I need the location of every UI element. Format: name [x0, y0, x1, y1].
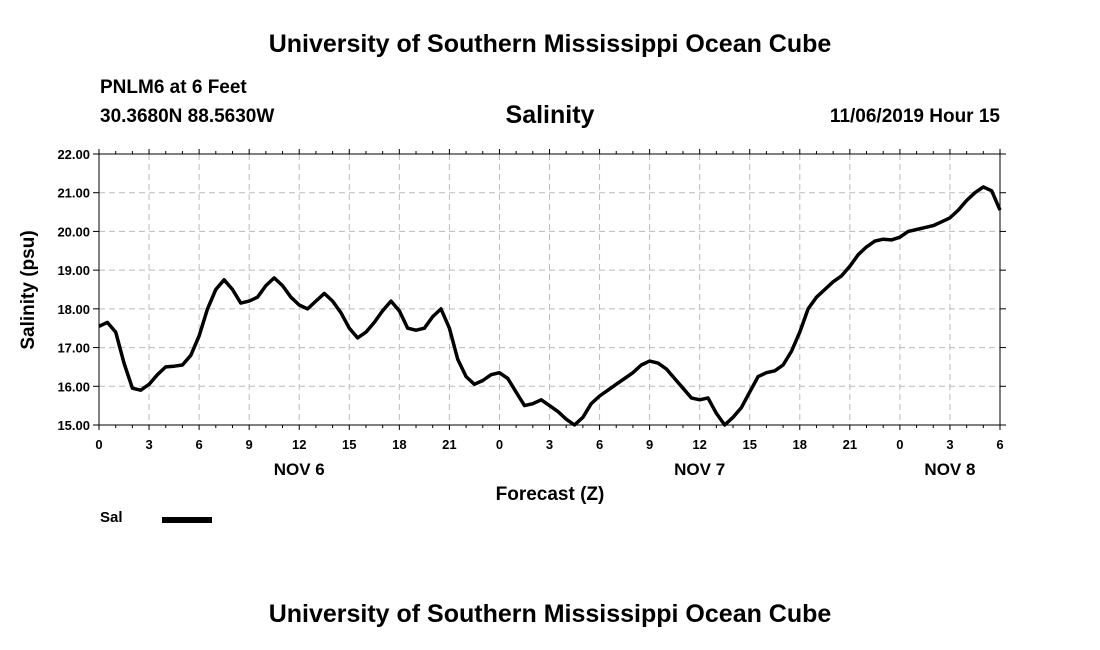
- x-tick-label: 3: [145, 437, 152, 452]
- y-tick-label: 15.00: [57, 418, 90, 433]
- grid: [99, 154, 1000, 425]
- x-tick-label: 6: [596, 437, 603, 452]
- day-label: NOV 6: [274, 460, 325, 479]
- ticks: 15.00 16.00 17.00 18.00 19.00 20.00 21.00 22.00…: [57, 147, 1006, 479]
- bottom-title: University of Southern Mississippi Ocean…: [268, 600, 832, 628]
- x-tick-label: 18: [392, 437, 406, 452]
- series-line-sal: [98, 185, 1002, 427]
- legend-label: Sal: [100, 509, 123, 526]
- y-tick-label: 17.00: [57, 341, 90, 356]
- station-label: PNLM6 at 6 Feet: [100, 77, 247, 98]
- y-axis-title: Salinity (psu): [18, 230, 39, 349]
- y-tick-label: 16.00: [57, 379, 90, 394]
- x-tick-label: 15: [742, 437, 756, 452]
- y-tick-label: 22.00: [57, 147, 90, 162]
- x-tick-label: 12: [692, 437, 706, 452]
- x-tick-label: 3: [946, 437, 953, 452]
- x-tick-label: 15: [342, 437, 356, 452]
- series: [98, 185, 1002, 427]
- y-tick-label: 21.00: [57, 186, 90, 201]
- x-tick-label: 18: [793, 437, 807, 452]
- top-title: University of Southern Mississippi Ocean…: [268, 30, 832, 58]
- day-label: NOV 8: [924, 460, 975, 479]
- coordinates-label: 30.3680N 88.5630W: [100, 106, 275, 127]
- x-tick-label: 9: [646, 437, 653, 452]
- x-tick-label: 12: [292, 437, 306, 452]
- x-axis-title: Forecast (Z): [496, 484, 605, 505]
- x-tick-label: 0: [496, 437, 503, 452]
- x-tick-label: 0: [95, 437, 102, 452]
- x-tick-label: 21: [442, 437, 456, 452]
- y-tick-label: 20.00: [57, 224, 90, 239]
- timestamp-label: 11/06/2019 Hour 15: [829, 106, 1000, 127]
- day-label: NOV 7: [674, 460, 725, 479]
- y-tick-label: 19.00: [57, 263, 90, 278]
- x-tick-label: 0: [896, 437, 903, 452]
- x-tick-label: 6: [996, 437, 1003, 452]
- chart-title: Salinity: [505, 101, 595, 129]
- legend-swatch: [162, 517, 212, 523]
- x-tick-label: 9: [246, 437, 253, 452]
- x-tick-label: 3: [546, 437, 553, 452]
- x-tick-label: 21: [843, 437, 857, 452]
- x-tick-label: 6: [195, 437, 202, 452]
- y-tick-label: 18.00: [57, 302, 90, 317]
